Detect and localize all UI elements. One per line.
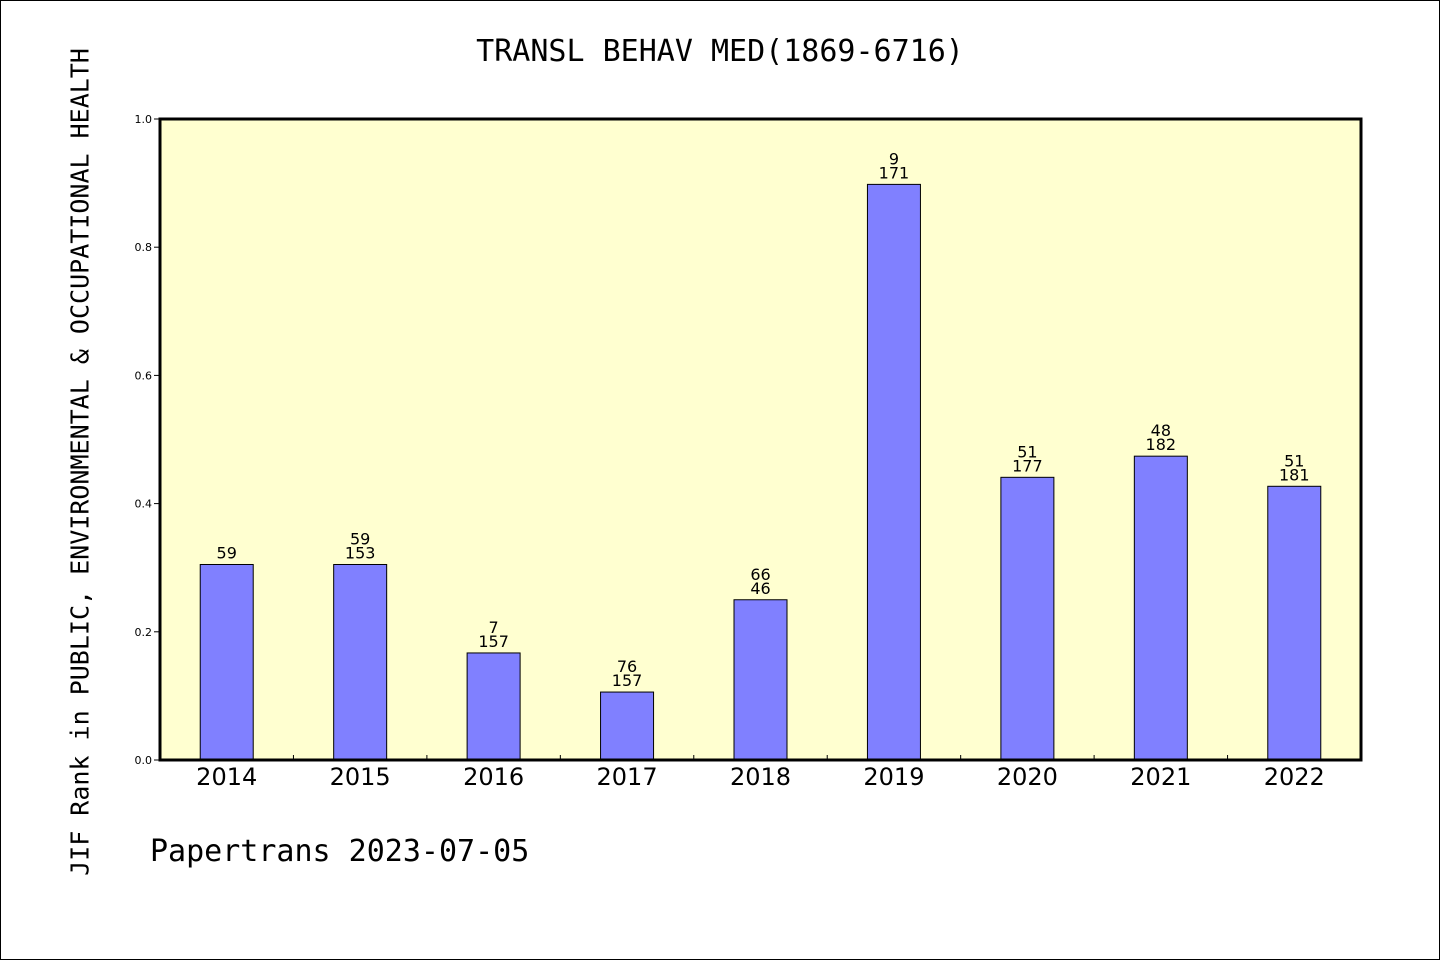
bar-data-label: 46 xyxy=(750,579,770,598)
bar-data-label: 51 xyxy=(1284,451,1304,470)
x-tick-label: 2018 xyxy=(730,763,791,791)
bar-data-label: 66 xyxy=(750,565,770,584)
x-tick-label: 2015 xyxy=(330,763,391,791)
bar-data-label: 59 xyxy=(350,529,370,548)
footer-credit: Papertrans 2023-07-05 xyxy=(150,834,530,869)
bar-data-label: 157 xyxy=(612,671,643,690)
bar-data-label: 59 xyxy=(217,543,237,562)
bar xyxy=(1133,455,1188,761)
bar-data-label: 76 xyxy=(617,657,637,676)
x-tick-label: 2016 xyxy=(463,763,524,791)
x-tick-label: 2021 xyxy=(1130,763,1191,791)
y-tick-label: 0.6 xyxy=(135,369,153,382)
bar-data-label: 157 xyxy=(478,632,509,651)
bar-data-label: 9 xyxy=(889,149,899,168)
bar-data-label: 177 xyxy=(1012,456,1043,475)
x-tick-label: 2020 xyxy=(997,763,1058,791)
bar xyxy=(333,563,388,761)
bar xyxy=(466,652,521,761)
bar-data-label: 48 xyxy=(1151,421,1171,440)
bar xyxy=(199,563,254,761)
y-tick-label: 0.8 xyxy=(135,241,153,254)
y-tick-label: 0.0 xyxy=(135,754,153,767)
bar-data-label: 7 xyxy=(489,618,499,637)
x-tick-label: 2022 xyxy=(1264,763,1325,791)
bar xyxy=(1000,476,1055,761)
plot-border xyxy=(158,117,1363,762)
bar xyxy=(733,599,788,761)
x-tick-label: 2014 xyxy=(196,763,257,791)
x-tick-label: 2017 xyxy=(597,763,658,791)
x-tick-label: 2019 xyxy=(863,763,924,791)
y-tick-label: 0.2 xyxy=(135,626,153,639)
bar xyxy=(866,183,921,761)
bar-data-label: 51 xyxy=(1017,442,1037,461)
y-tick-label: 0.4 xyxy=(135,498,153,511)
y-tick-label: 1.0 xyxy=(135,113,153,126)
bar-data-label: 181 xyxy=(1279,465,1310,484)
bar-data-label: 153 xyxy=(345,543,376,562)
bar-data-label: 182 xyxy=(1146,435,1177,454)
bar xyxy=(1267,485,1322,761)
chart-title: TRANSL BEHAV MED(1869-6716) xyxy=(476,34,964,69)
bar xyxy=(600,691,655,761)
bar-data-label: 171 xyxy=(879,163,910,182)
